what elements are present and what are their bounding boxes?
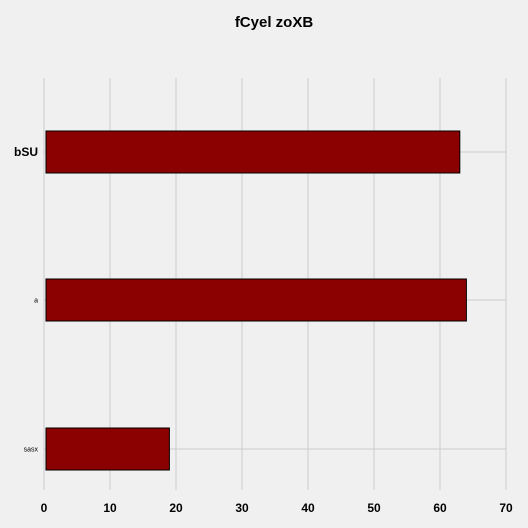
bars (45, 130, 467, 471)
x-tick-label: 70 (499, 501, 513, 515)
x-tick-label: 0 (41, 501, 48, 515)
x-axis-tick-labels: 0 10 20 30 40 50 60 70 (41, 501, 513, 515)
bar-sasx (45, 427, 170, 471)
bar-a (45, 278, 467, 322)
category-labels: bSU a sasx (14, 145, 38, 453)
chart-title: fCyel zoXB (235, 14, 314, 31)
x-tick-label: 30 (235, 501, 249, 515)
x-tick-label: 10 (103, 501, 117, 515)
category-label: sasx (24, 446, 39, 453)
x-tick-label: 40 (301, 501, 315, 515)
x-tick-label: 60 (433, 501, 447, 515)
bar-bSU (45, 130, 461, 174)
category-label: a (34, 297, 38, 304)
x-tick-label: 50 (367, 501, 381, 515)
x-tick-label: 20 (169, 501, 183, 515)
category-label: bSU (14, 145, 38, 159)
